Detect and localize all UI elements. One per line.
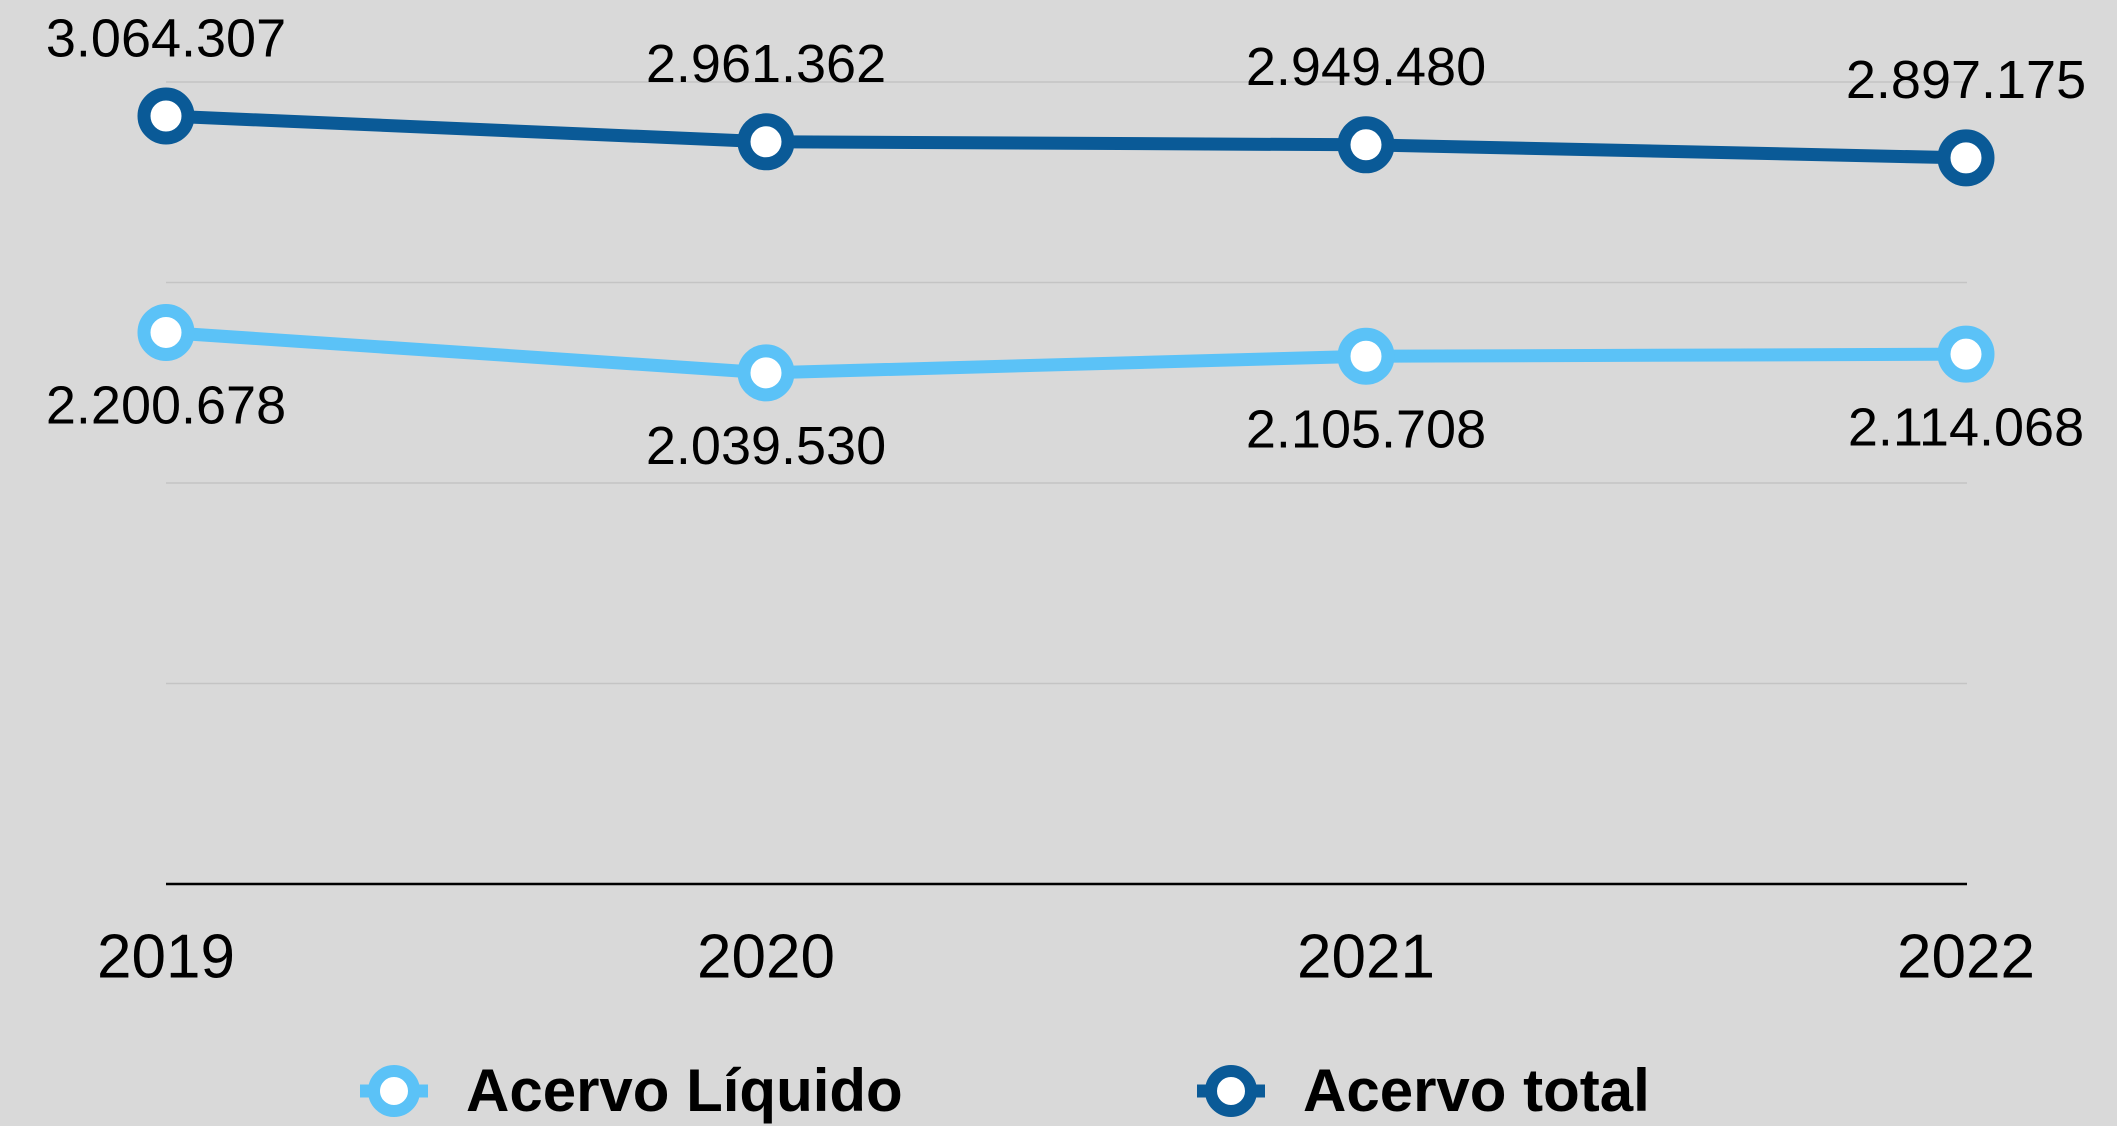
point-marker — [137, 87, 195, 145]
data-label: 2.039.530 — [646, 416, 886, 476]
data-label: 2.949.480 — [1246, 37, 1486, 97]
data-label: 2.105.708 — [1246, 400, 1486, 460]
point-marker — [137, 303, 195, 361]
point-marker — [737, 344, 795, 402]
legend-label: Acervo total — [1303, 1057, 1650, 1124]
series-line — [165, 109, 1967, 165]
x-tick-label: 2019 — [97, 922, 235, 991]
point-marker — [737, 113, 795, 171]
point-marker — [1937, 325, 1995, 383]
x-tick-label: 2021 — [1297, 922, 1435, 991]
x-tick-label: 2022 — [1897, 922, 2035, 991]
x-tick-label: 2020 — [697, 922, 835, 991]
data-label: 2.961.362 — [646, 34, 886, 94]
legend-label: Acervo Líquido — [466, 1057, 903, 1124]
point-marker — [1337, 116, 1395, 174]
data-label: 2.114.068 — [1848, 397, 2084, 457]
legend-marker — [368, 1065, 420, 1117]
series-line — [165, 325, 1967, 380]
point-marker — [1937, 129, 1995, 187]
data-label: 2.897.175 — [1846, 50, 2086, 110]
data-label: 2.200.678 — [46, 376, 286, 436]
point-marker — [1337, 327, 1395, 385]
data-label: 3.064.307 — [46, 8, 286, 68]
legend-marker — [1205, 1065, 1257, 1117]
